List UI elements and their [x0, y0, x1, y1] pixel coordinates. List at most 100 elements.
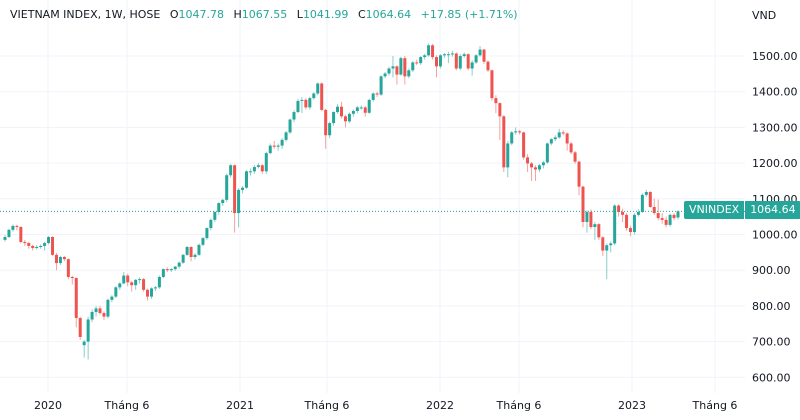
candle-body [438, 55, 442, 67]
candle [35, 245, 39, 250]
candle [201, 236, 205, 246]
candle-body [375, 93, 379, 95]
candle-body [296, 100, 300, 113]
candle-body [157, 276, 161, 288]
candle-body [458, 56, 462, 69]
candle-body [557, 132, 561, 138]
candle-body [138, 279, 142, 281]
candle [395, 65, 399, 85]
candle [557, 128, 561, 139]
candle [379, 75, 383, 96]
candle [31, 244, 35, 251]
candle [371, 92, 375, 102]
candle-body [39, 245, 43, 247]
candle [19, 226, 23, 244]
candle [446, 51, 450, 64]
candle-body [454, 53, 458, 69]
candle-body [423, 55, 427, 58]
candle-body [431, 45, 435, 58]
candle [391, 56, 395, 78]
last-price-badge: VNINDEX 1064.64 [684, 201, 800, 219]
candle-body [621, 212, 625, 215]
candle-body [229, 165, 233, 176]
candle-body [427, 45, 431, 56]
candle-body [553, 137, 557, 140]
candle [217, 202, 221, 215]
candle [58, 255, 62, 265]
candle [605, 243, 609, 280]
candle [387, 66, 391, 76]
candle [280, 138, 284, 149]
candle-body [569, 143, 573, 153]
y-tick-label: 1300.00 [752, 121, 798, 134]
candle-body [628, 228, 632, 233]
candle-body [181, 254, 185, 263]
candle [146, 288, 150, 301]
candle-body [450, 53, 454, 55]
candle-body [23, 241, 27, 244]
candle [613, 204, 617, 246]
candle-body [636, 212, 640, 215]
candle-body [466, 54, 470, 69]
candle-body [300, 99, 304, 101]
candle [142, 278, 146, 292]
candle [153, 285, 157, 291]
candle [514, 127, 518, 135]
candle [668, 213, 672, 227]
candle [225, 173, 229, 203]
candle-body [644, 192, 648, 195]
candle [561, 130, 565, 136]
candle [173, 265, 177, 271]
candle [336, 104, 340, 114]
candle-body [153, 287, 157, 289]
candle-body [371, 93, 375, 100]
price-axis[interactable]: 1500.001400.001300.001200.001100.001000.… [752, 50, 798, 384]
candle [229, 163, 233, 178]
candle [54, 253, 58, 271]
candle-body [514, 131, 518, 133]
time-axis[interactable]: 2020 Tháng 6 2021 Tháng 6 2022 Tháng 6 2023 Thá… [34, 399, 737, 412]
candle-body [573, 152, 577, 162]
candle [118, 282, 122, 290]
candle-body [110, 296, 114, 300]
candle-body [142, 279, 146, 290]
candle-body [51, 236, 55, 255]
candle-body [533, 167, 537, 170]
candle-body [66, 259, 70, 277]
candle-body [248, 171, 252, 173]
candle-body [652, 207, 656, 214]
candle-body [340, 106, 343, 117]
candle [114, 286, 118, 299]
candle [494, 95, 498, 114]
candle-body [260, 165, 264, 172]
open-label: O [169, 8, 179, 21]
candle-body [225, 175, 229, 200]
candle-body [114, 287, 118, 297]
candle [363, 105, 367, 117]
candle-body [19, 227, 23, 242]
x-tick-label: 2022 [426, 399, 454, 412]
candle-body [252, 167, 256, 172]
candle-body [304, 99, 308, 108]
candle-body [383, 73, 387, 77]
close-label: C [357, 8, 366, 21]
candle-body [395, 66, 399, 75]
currency-label: VND [752, 9, 776, 22]
candle [237, 188, 241, 228]
candle-body [35, 246, 39, 249]
candle [478, 46, 482, 57]
candle-body [118, 283, 122, 288]
candle [130, 280, 134, 292]
candle [423, 53, 427, 60]
candle-body [593, 224, 597, 228]
candle [545, 142, 549, 164]
candle-body [494, 98, 498, 104]
candle-body [308, 98, 312, 108]
candle-body [411, 62, 415, 71]
candle-body [193, 254, 197, 257]
candle-body [280, 139, 284, 146]
candle-body [585, 212, 589, 223]
candle [7, 228, 11, 239]
candle-body [482, 49, 486, 62]
